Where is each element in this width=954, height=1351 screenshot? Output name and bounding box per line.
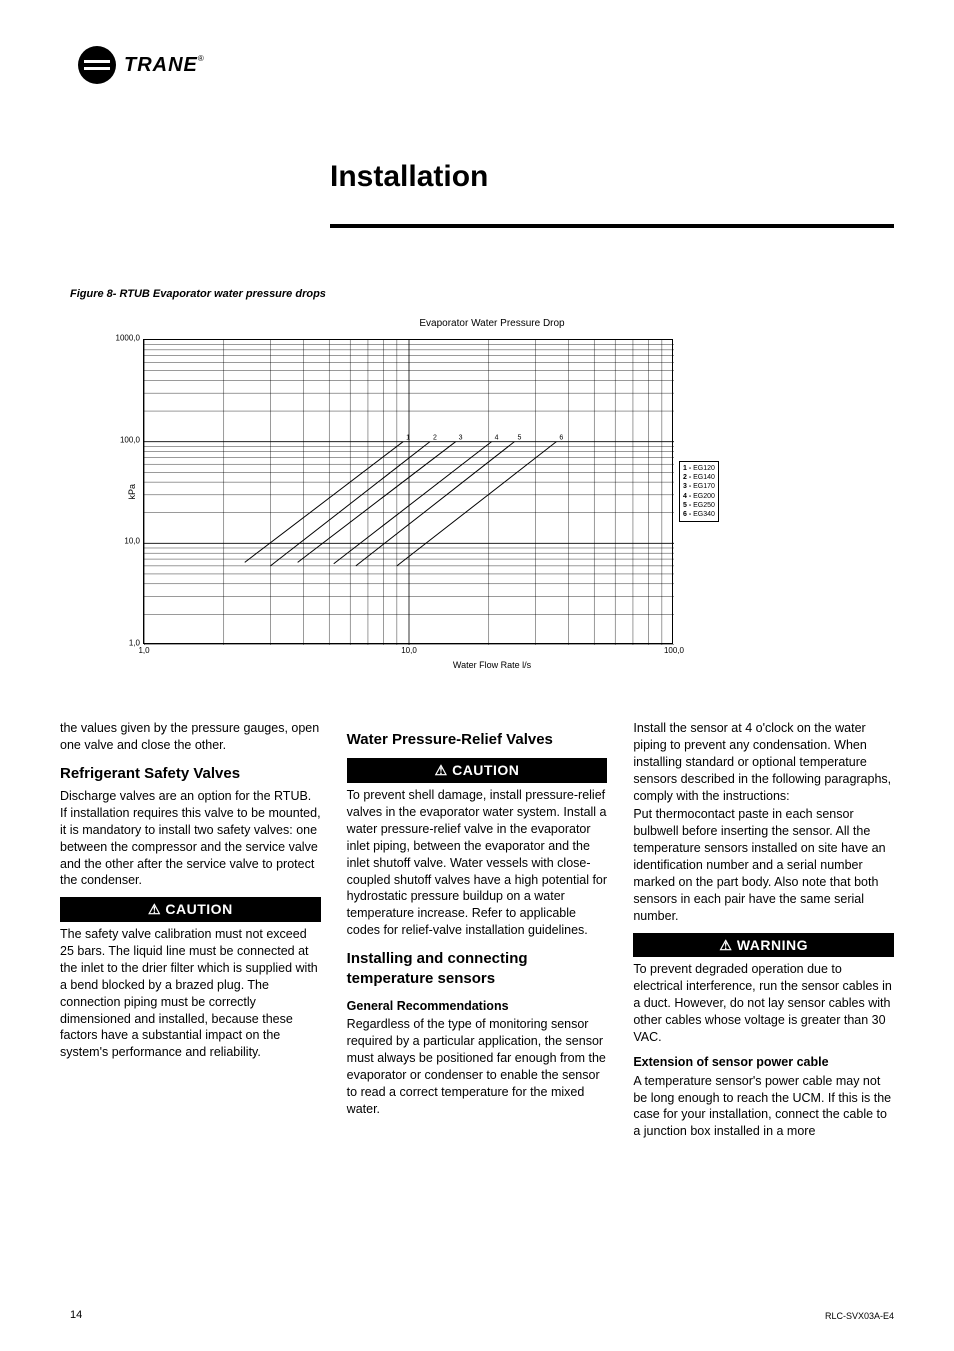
logo: TRANE® <box>78 46 204 84</box>
page-number: 14 <box>70 1309 82 1321</box>
c3-p4: A temperature sensor's power cable may n… <box>633 1073 894 1141</box>
chart-plot-wrapper: 1234561,010,0100,01000,01,010,0100,0 <box>143 339 673 644</box>
figure-caption: Figure 8- RTUB Evaporator water pressure… <box>70 288 894 300</box>
svg-text:4: 4 <box>495 435 499 442</box>
c2-h3: General Recommendations <box>347 998 608 1015</box>
c2-h1: Water Pressure-Relief Valves <box>347 730 608 750</box>
c2-p1: To prevent shell damage, install pressur… <box>347 787 608 939</box>
logo-ball-icon <box>78 46 116 84</box>
caution-callout: ⚠ CAUTION <box>347 758 608 783</box>
chart-xlabel: Water Flow Rate l/s <box>157 660 827 670</box>
chart: Evaporator Water Pressure Drop kPa 1 2 3 4 5… <box>127 318 827 670</box>
body-columns: the values given by the pressure gauges,… <box>60 720 894 1142</box>
chart-title: Evaporator Water Pressure Drop <box>157 318 827 329</box>
chart-plot-area: 1234561,010,0100,01000,01,010,0100,0 <box>143 339 673 644</box>
svg-text:5: 5 <box>517 435 521 442</box>
c2-p2: Regardless of the type of monitoring sen… <box>347 1016 608 1117</box>
c3-h1: Extension of sensor power cable <box>633 1054 894 1071</box>
c1-h1: Refrigerant Safety Valves <box>60 764 321 784</box>
column-1: the values given by the pressure gauges,… <box>60 720 321 1142</box>
c1-p1: the values given by the pressure gauges,… <box>60 720 321 754</box>
title-rule <box>330 224 894 228</box>
c3-p3: To prevent degraded operation due to ele… <box>633 961 894 1045</box>
svg-text:3: 3 <box>459 435 463 442</box>
svg-text:2: 2 <box>433 435 437 442</box>
c1-p2: Discharge valves are an option for the R… <box>60 788 321 889</box>
c2-h2: Installing and connecting temperature se… <box>347 949 608 990</box>
column-2: Water Pressure-Relief Valves ⚠ CAUTION T… <box>347 720 608 1142</box>
c1-p3: The safety valve calibration must not ex… <box>60 926 321 1061</box>
chart-legend: 1 - EG1202 - EG1403 - EG1704 - EG2005 - … <box>679 461 719 522</box>
logo-text: TRANE® <box>124 54 204 77</box>
svg-text:6: 6 <box>559 435 563 442</box>
svg-text:1: 1 <box>406 435 410 442</box>
column-3: Install the sensor at 4 o'clock on the w… <box>633 720 894 1142</box>
c3-p1: Install the sensor at 4 o'clock on the w… <box>633 720 894 804</box>
page-title: Installation <box>330 160 894 194</box>
warning-callout: ⚠ WARNING <box>633 933 894 958</box>
c3-p2: Put thermocontact paste in each sensor b… <box>633 806 894 924</box>
caution-callout: ⚠ CAUTION <box>60 897 321 922</box>
doc-ref: RLC-SVX03A-E4 <box>825 1311 894 1321</box>
chart-ylabel: kPa <box>127 484 137 500</box>
